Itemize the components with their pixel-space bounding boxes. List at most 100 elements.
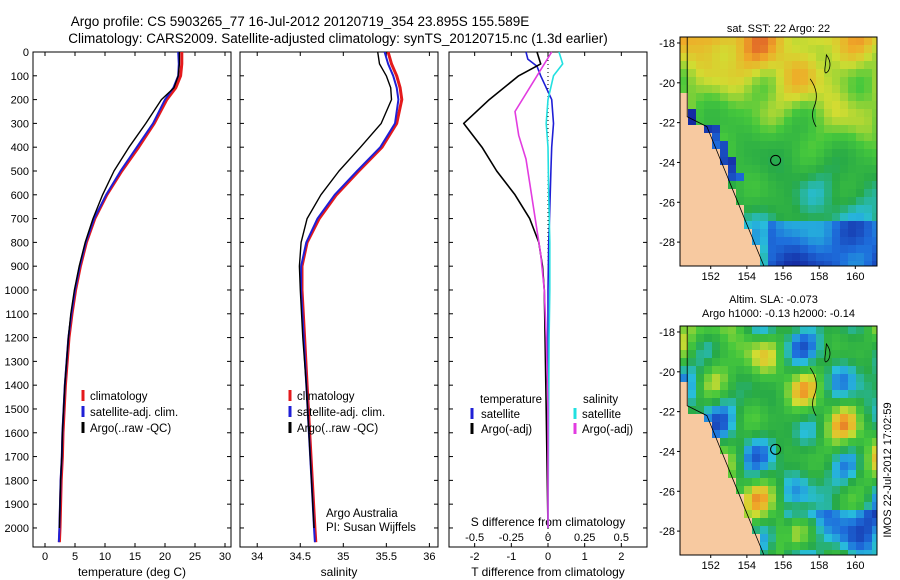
map-cell [816,197,824,205]
y-tick-label: -28 [659,237,675,249]
map-cell [744,422,752,430]
map-cell [824,406,832,414]
map-cell [872,382,877,390]
map-cell [824,430,832,438]
map-cell [832,141,840,149]
map-cell [736,414,744,422]
map-cell [776,37,784,45]
map-cell [864,229,872,237]
map-cell [864,157,872,165]
map-cell [864,462,872,470]
map-cell [808,358,816,366]
map-cell [744,149,752,157]
map-cell [728,93,736,101]
map-cell [864,221,872,229]
map-cell [832,382,840,390]
map-cell [800,518,808,526]
map-frame [679,325,878,556]
map-cell [840,470,848,478]
x-tick-label: 20 [159,551,171,563]
map-cell [776,125,784,133]
map-cell [784,141,792,149]
map-cell [872,213,877,221]
map-cell [816,454,824,462]
map-cell [720,157,728,165]
map-cell [856,502,864,510]
map-cell [752,37,760,45]
map-cell [768,93,776,101]
map-cell [808,181,816,189]
map-cell [704,382,712,390]
map-cell [776,53,784,61]
map-cell [816,518,824,526]
map-cell [840,358,848,366]
map-cell [856,205,864,213]
series-line-s-argo-adj- [514,51,553,528]
map-cell [848,510,856,518]
map-cell [760,213,768,221]
map-cell [752,197,760,205]
map-cell [792,430,800,438]
map-cell [824,117,832,125]
map-cell [752,414,760,422]
map-cell [768,101,776,109]
map-cell [832,422,840,430]
map-cell [736,197,744,205]
map-cell [832,261,840,266]
map-cell [824,550,832,555]
x-tick-label: 154 [738,271,756,283]
map-cell [704,37,712,45]
map-cell [728,173,736,181]
map-cell [816,125,824,133]
map-cell [712,101,720,109]
map-cell [768,446,776,454]
map-cell [776,213,784,221]
map-cell [832,470,840,478]
map-cell [680,61,688,69]
y-tick-label: 1700 [5,452,29,464]
map-cell [800,173,808,181]
salinity-profile-panel: 34 34.5 35 35.5 36 salinity climatology satelli… [239,51,439,579]
map-cell [808,237,816,245]
map-cell [720,430,728,438]
map-cell [728,390,736,398]
map-cell [768,45,776,53]
map-cell [792,141,800,149]
map-cell [744,85,752,93]
map-cell [752,157,760,165]
map-cell [736,77,744,85]
argo-position-marker [770,154,782,166]
map-cell [688,109,696,117]
map-cell [776,486,784,494]
map-cell [856,189,864,197]
map-cell [824,253,832,261]
map-cell [824,366,832,374]
map-cell [744,133,752,141]
map-cell [824,518,832,526]
map-cell [768,334,776,342]
map-cell [752,486,760,494]
map-cell [744,165,752,173]
map-cell [760,253,768,261]
y-tick-label: -24 [659,446,675,458]
map-cell [872,189,877,197]
map-cell [824,181,832,189]
map-cell [760,45,768,53]
map-cell [800,109,808,117]
x-tick-label: 152 [702,560,720,572]
map-cell [864,430,872,438]
map-cell [720,101,728,109]
map-cell [728,61,736,69]
map-cell [712,390,720,398]
map-cell [736,61,744,69]
x-tick-label: 0 [42,551,48,563]
map-cell [760,77,768,85]
map-cell [832,149,840,157]
map-cell [784,237,792,245]
map-cell [720,326,728,334]
map-cell [768,422,776,430]
map-cell [824,85,832,93]
map-cell [848,197,856,205]
map-cell [872,229,877,237]
map-cell [840,69,848,77]
